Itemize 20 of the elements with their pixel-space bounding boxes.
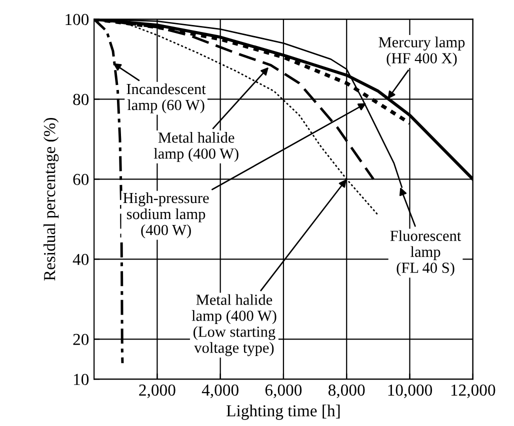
x-tick-label: 8,000: [328, 384, 365, 398]
y-axis-title: Residual percentage (%): [43, 118, 59, 281]
annotation: Incandescent lamp (60 W): [126, 83, 206, 114]
x-tick-label: 12,000: [451, 384, 496, 398]
x-tick-label: 2,000: [139, 384, 176, 398]
y-tick-label: 100: [66, 14, 89, 26]
x-axis-title: Lighting time [h]: [226, 404, 340, 420]
y-tick-label: 60: [73, 174, 89, 186]
y-tick-label: 20: [73, 334, 89, 346]
annotation: Metal halide lamp (400 W) (Low starting voltage type): [192, 294, 276, 356]
x-tick-label: 4,000: [202, 384, 238, 398]
x-tick-label: 6,000: [265, 384, 302, 398]
y-tick-label: 10: [74, 374, 89, 386]
y-tick-label: 40: [72, 254, 89, 266]
x-tick-label: 10,000: [388, 384, 432, 398]
annotation: High-pressure sodium lamp (400 W): [123, 192, 209, 238]
annotation: Fluorescent lamp (FL 40 S): [390, 230, 462, 276]
annotation: Metal halide lamp (400 W): [154, 132, 238, 162]
annotation: Mercury lamp (HF 400 X): [378, 36, 465, 67]
y-tick-label: 80: [73, 94, 89, 106]
